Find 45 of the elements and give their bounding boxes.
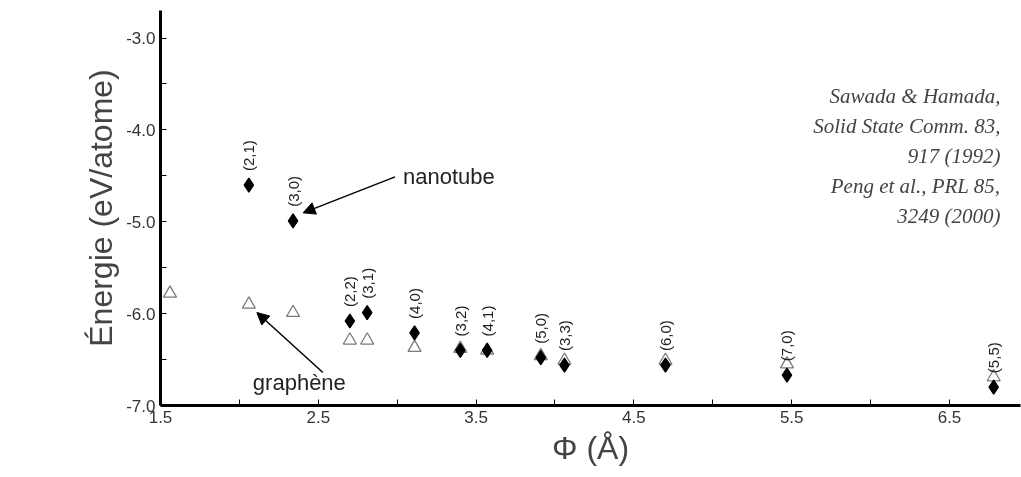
point [557,352,572,365]
x-tick-label: 3.5 [464,407,488,427]
y-axis-title: Énergie (eV/atome) [83,69,120,347]
point [243,177,255,193]
y-tick-label: -3.0 [126,29,156,49]
point [658,352,673,365]
point [162,285,178,298]
y-tick-label: -6.0 [126,304,156,324]
point [287,213,299,229]
x-axis-title: Φ (Å) [551,429,630,466]
series-label: graphène [252,369,346,395]
point [241,296,257,309]
annotation: Peng et al., PRL 85, 3249 (2000) [829,173,1001,228]
point [407,339,422,353]
point [535,350,547,366]
x-tick-label: 2.5 [306,407,331,427]
point [533,347,548,361]
annotation: (3,0) [284,176,302,207]
annotation: (2,2) [341,276,359,307]
annotation: (2,1) [240,140,258,172]
annotation: (4,1) [478,305,496,337]
point [360,332,375,345]
annotation: (3,2) [451,305,469,337]
annotation: (4,0) [406,288,424,319]
annotation: (5,5) [985,342,1003,374]
point [781,367,793,383]
annotation: Sawada & Hamada, Solid State Comm. 83, 917 (1992) [813,83,1001,168]
x-tick-label: 4.5 [622,407,646,427]
annotation: (7,0) [778,330,796,362]
annotation: (5,0) [532,312,550,344]
y-tick-label: -5.0 [126,212,156,232]
text: nanotube [403,164,495,190]
annotation: (3,1) [358,267,376,299]
x-tick-label: 6.5 [937,407,962,427]
point [361,305,373,321]
point [342,332,358,345]
annotation: (6,0) [656,320,674,352]
annotation: (3,3) [555,320,573,352]
point [453,340,468,353]
point [344,313,356,329]
point [481,342,493,359]
y-tick-label: -4.0 [126,120,156,140]
x-tick-label: 5.5 [779,407,804,427]
point [479,342,495,355]
point [285,304,301,318]
